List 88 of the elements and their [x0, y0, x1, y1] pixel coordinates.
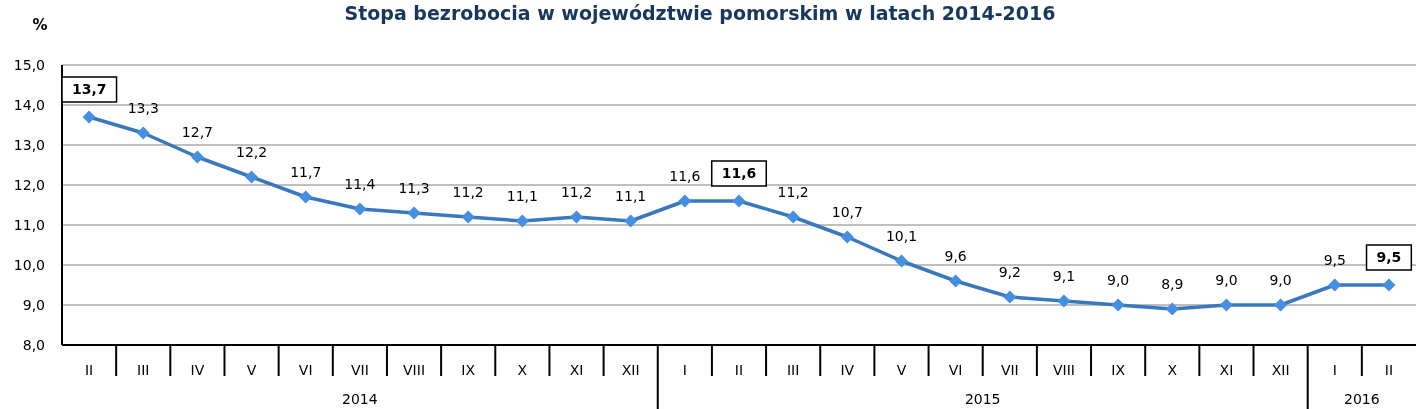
- x-tick-label: II: [84, 361, 94, 378]
- x-tick-label: IV: [190, 361, 205, 378]
- data-label: 10,1: [885, 228, 918, 244]
- point: [678, 194, 692, 208]
- point: [1057, 294, 1071, 308]
- x-tick-label: VI: [298, 361, 313, 378]
- data-label: 9,5: [1323, 252, 1346, 268]
- y-tick-label: 10,0: [13, 256, 45, 273]
- y-tick-label: 15,0: [13, 56, 45, 73]
- data-label: 9,6: [944, 248, 967, 264]
- y-tick-label: 14,0: [13, 96, 45, 113]
- data-label: 11,7: [290, 164, 322, 180]
- x-tick-label: VII: [1000, 361, 1019, 378]
- data-label: 8,9: [1161, 276, 1184, 292]
- point: [840, 230, 854, 244]
- data-label: 12,2: [235, 144, 268, 160]
- x-tick-label: V: [896, 361, 907, 378]
- data-label: 11,3: [398, 180, 430, 196]
- data-label: 9,0: [1106, 272, 1130, 288]
- y-tick-label: 13,0: [13, 136, 45, 153]
- y-tick-label: 12,0: [13, 176, 45, 193]
- data-label: 11,4: [344, 176, 376, 192]
- data-label: 9,2: [998, 264, 1021, 280]
- x-tick-label: XII: [621, 361, 640, 378]
- x-tick-label: IX: [1111, 361, 1126, 378]
- data-label: 11,1: [615, 188, 647, 204]
- point: [1328, 278, 1342, 292]
- data-label: 11,1: [506, 188, 538, 204]
- x-tick-label: VI: [948, 361, 963, 378]
- x-tick-label: VIII: [1052, 361, 1075, 378]
- x-tick-label: IX: [461, 361, 476, 378]
- point: [1382, 278, 1396, 292]
- x-tick-label: X: [1167, 361, 1178, 378]
- data-label: 13,3: [127, 100, 159, 116]
- point: [624, 214, 638, 228]
- point: [407, 206, 421, 220]
- point: [461, 210, 475, 224]
- point: [1003, 290, 1017, 304]
- point: [515, 214, 529, 228]
- text: 2015: [964, 391, 1001, 407]
- x-tick-label: XI: [1219, 361, 1234, 378]
- x-tick-label: II: [1384, 361, 1394, 378]
- y-tick-label: 11,0: [13, 216, 45, 233]
- text: 2014: [342, 391, 378, 407]
- point: [732, 194, 746, 208]
- data-label: 11,2: [560, 184, 593, 200]
- data-label: 9,0: [1269, 272, 1292, 288]
- point: [190, 150, 204, 164]
- annotation: 9,5: [1376, 249, 1402, 266]
- data-label: 9,0: [1215, 272, 1238, 288]
- y-tick-label: 8,0: [22, 336, 45, 353]
- chart-title: Stopa bezrobocia w województwie pomorskim w latach 2014-2016: [344, 2, 1056, 24]
- point: [894, 254, 908, 268]
- point: [1111, 298, 1125, 312]
- data-label: 9,1: [1052, 268, 1076, 284]
- data-label: 11,2: [452, 184, 484, 200]
- point: [1219, 298, 1233, 312]
- point: [786, 210, 800, 224]
- x-tick-label: VIII: [403, 361, 426, 378]
- data-label: 12,7: [181, 124, 213, 140]
- point: [570, 210, 584, 224]
- x-tick-label: VII: [350, 361, 369, 378]
- point: [353, 202, 367, 216]
- point: [245, 170, 259, 184]
- point: [1165, 302, 1179, 316]
- y-tick-label: 9,0: [22, 296, 45, 313]
- point: [82, 110, 96, 124]
- annotation: 11,6: [721, 165, 757, 182]
- data-label: 10,7: [831, 204, 863, 220]
- point: [299, 190, 313, 204]
- data-label: 11,6: [669, 168, 701, 184]
- x-tick-label: III: [137, 361, 150, 378]
- point: [949, 274, 963, 288]
- data-label: 11,2: [777, 184, 809, 200]
- x-tick-label: V: [246, 361, 257, 378]
- x-tick-label: I: [1332, 361, 1337, 378]
- x-tick-label: XI: [569, 361, 584, 378]
- x-tick-label: XII: [1271, 361, 1290, 378]
- x-tick-label: II: [734, 361, 744, 378]
- x-tick-label: III: [786, 361, 800, 378]
- text: 2016: [1344, 391, 1380, 407]
- annotation: 13,7: [72, 81, 107, 98]
- x-tick-label: I: [682, 361, 687, 378]
- point: [136, 126, 150, 140]
- x-tick-label: X: [517, 361, 528, 378]
- y-axis-title: %: [32, 16, 48, 34]
- point: [1274, 298, 1288, 312]
- x-tick-label: IV: [840, 361, 855, 378]
